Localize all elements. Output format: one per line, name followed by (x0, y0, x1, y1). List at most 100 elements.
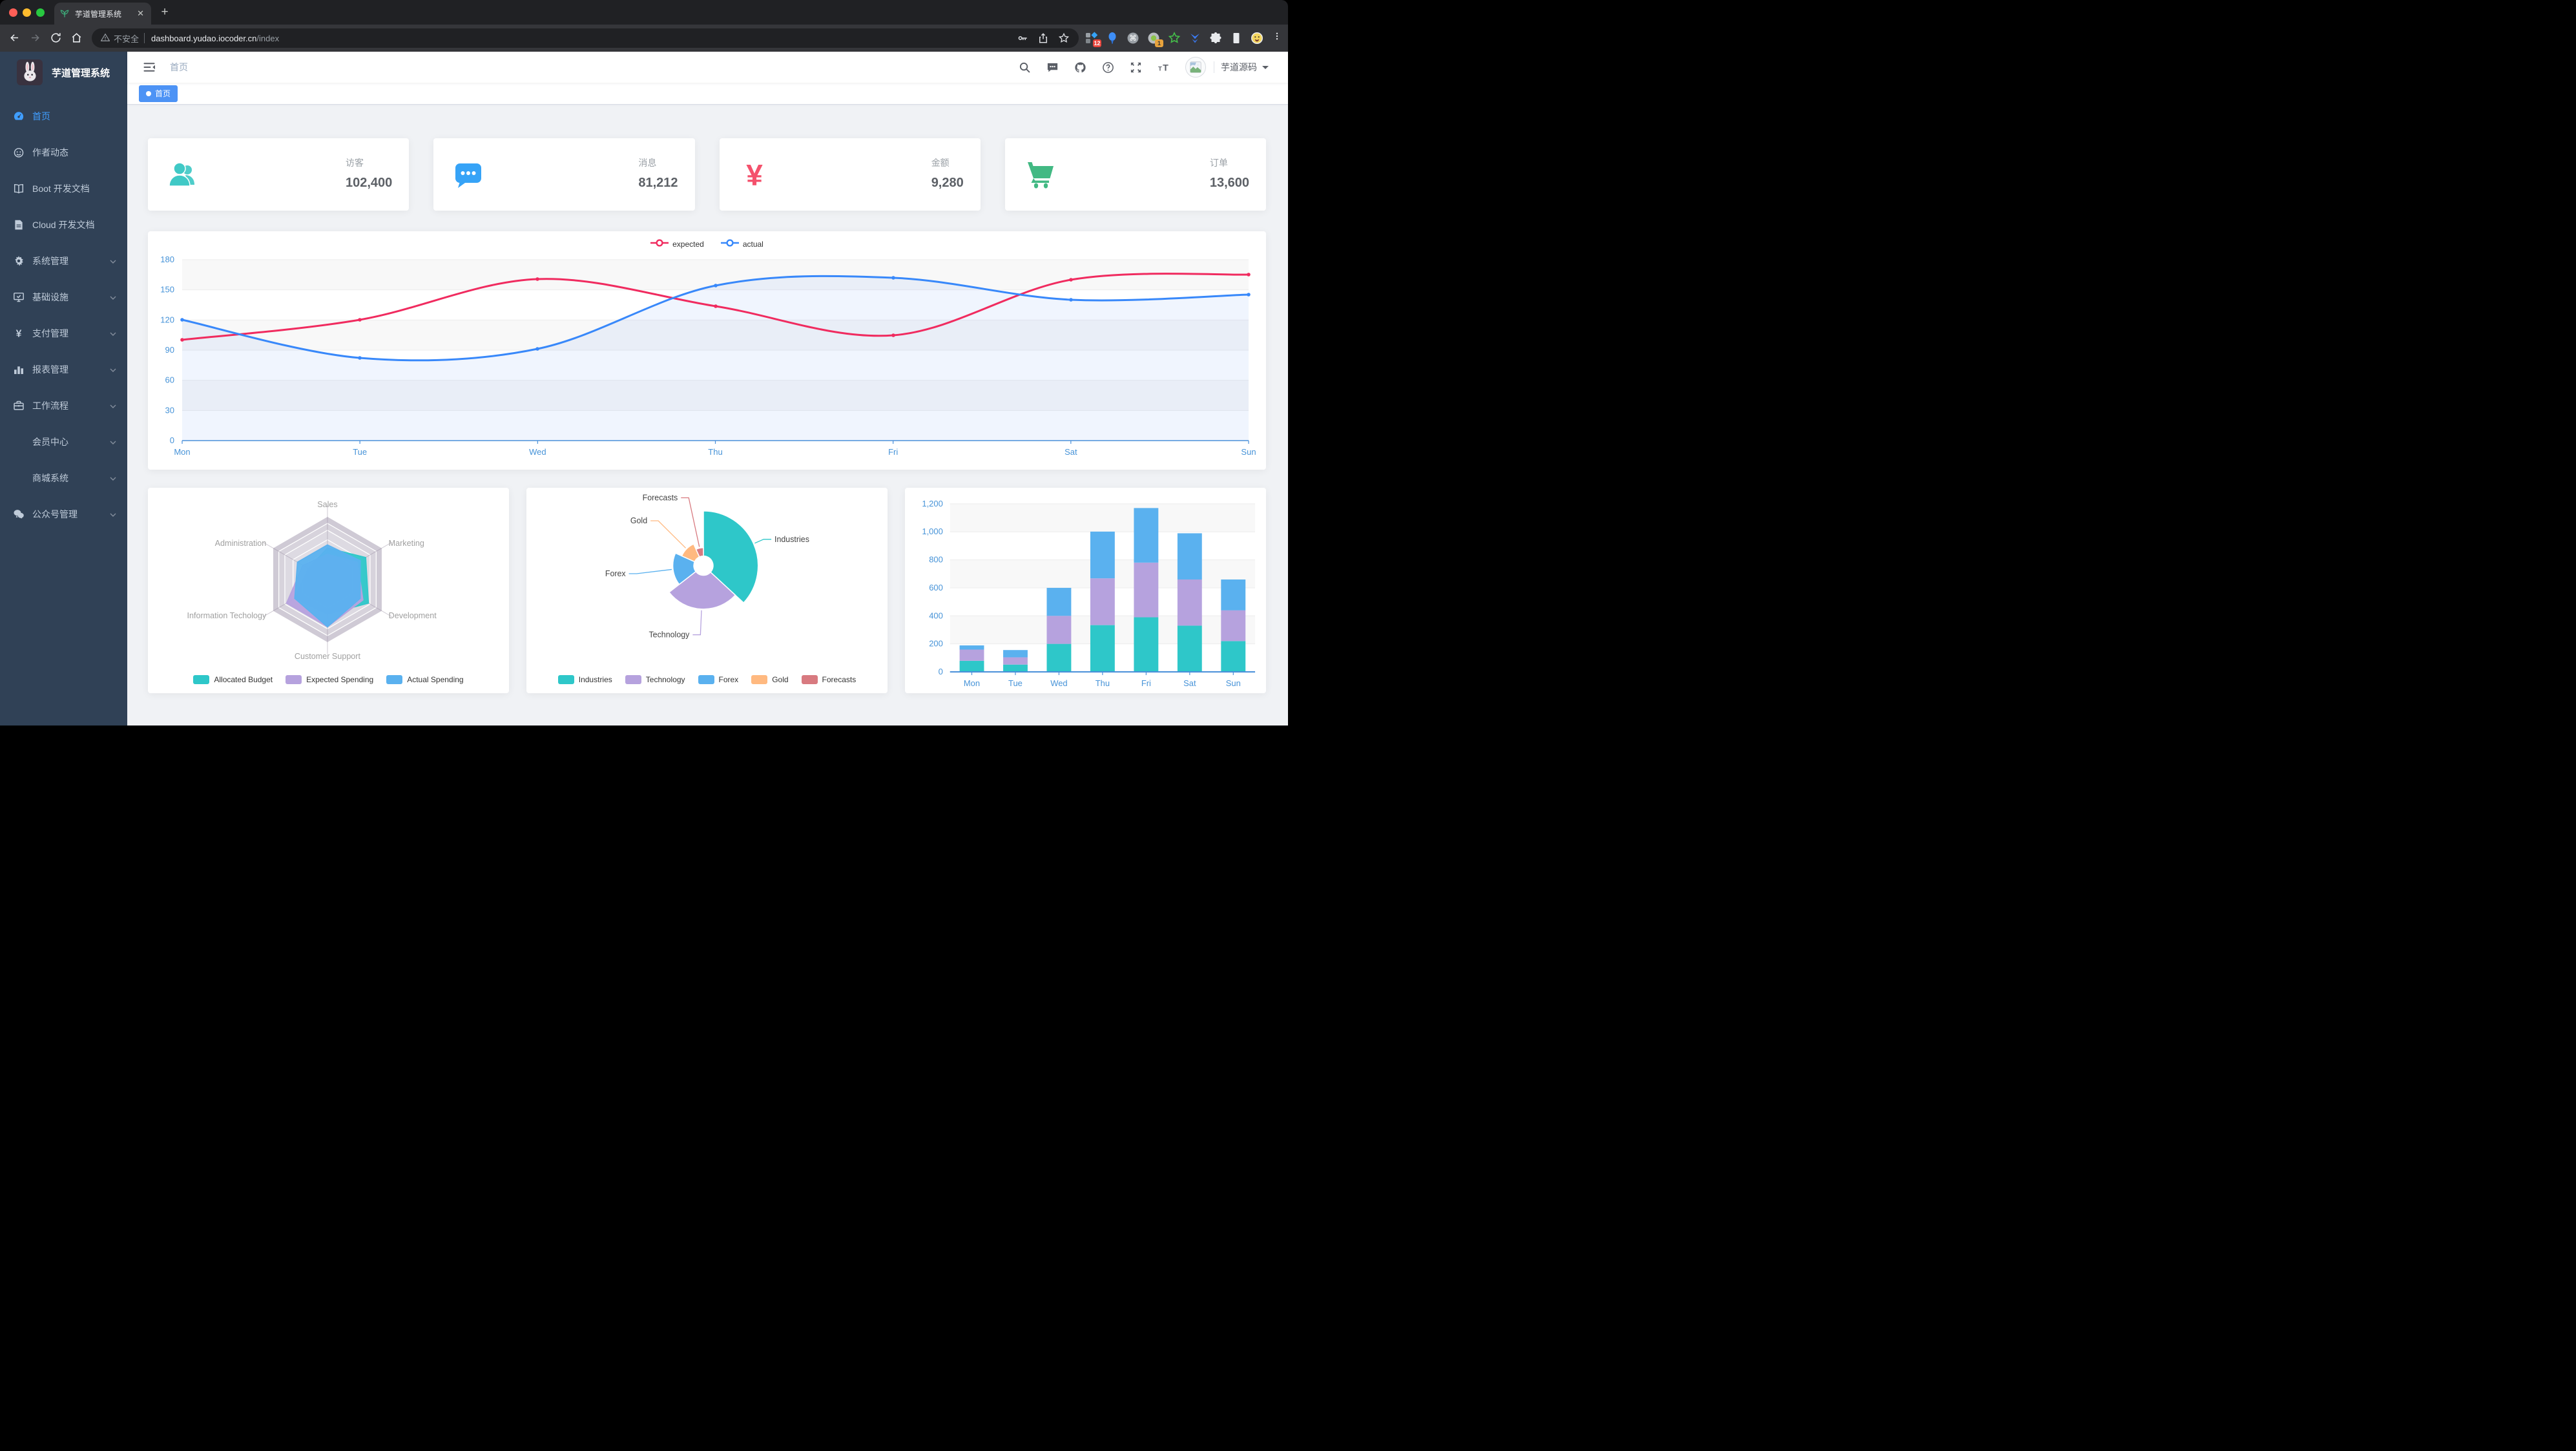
url-path[interactable]: /index (256, 33, 280, 43)
extensions-row: 12 ⌘ 1 (1085, 32, 1282, 47)
sidebar-item-3[interactable]: Boot 开发文档 (0, 171, 127, 207)
browser-profile-avatar[interactable] (1251, 32, 1263, 45)
none-icon (13, 436, 25, 448)
sidebar-item-8[interactable]: 报表管理 (0, 351, 127, 388)
document-icon (13, 219, 25, 231)
tab-title: 芋道管理系统 (75, 9, 122, 19)
chevron-down-icon (109, 329, 117, 337)
legend-item-Gold[interactable]: Gold (751, 675, 789, 684)
svg-text:Wed: Wed (529, 447, 546, 457)
sidebar-item-1[interactable]: 首页 (0, 98, 127, 134)
sidebar-item-11[interactable]: 商城系统 (0, 460, 127, 496)
svg-text:1,000: 1,000 (922, 527, 942, 536)
svg-text:¥: ¥ (16, 329, 22, 339)
extension-balloon-icon[interactable] (1106, 32, 1119, 45)
radar-chart-legend: Allocated Budget Expected Spending Actual … (148, 675, 509, 684)
search-icon[interactable] (1019, 61, 1031, 74)
not-secure-warning-icon[interactable] (100, 33, 110, 44)
breadcrumb[interactable]: 首页 (170, 62, 188, 72)
legend-item-Forex[interactable]: Forex (698, 675, 738, 684)
legend-label: actual (742, 239, 763, 249)
browser-menu-icon[interactable] (1272, 32, 1282, 45)
line-chart: 0 30 60 90 120 150 180 Mon Tue Wed Thu Fri Sat Sun (160, 255, 1256, 457)
chevron-down-icon (109, 257, 117, 265)
sidebar-item-10[interactable]: 会员中心 (0, 424, 127, 460)
github-icon[interactable] (1074, 61, 1086, 74)
stat-value: 81,212 (638, 176, 678, 190)
tag-首页[interactable]: 首页 (139, 85, 178, 102)
svg-text:Information Techology: Information Techology (187, 611, 267, 620)
extension-badge: 12 (1093, 39, 1101, 47)
reload-icon[interactable] (48, 30, 65, 47)
legend-item-Technology[interactable]: Technology (625, 675, 685, 684)
sidebar-logo[interactable]: 芋道管理系统 (0, 52, 127, 93)
sidebar-item-5[interactable]: 系统管理 (0, 243, 127, 279)
legend-item-expected[interactable]: expected (650, 239, 704, 249)
fullscreen-icon[interactable] (1130, 61, 1142, 74)
help-icon[interactable] (1102, 61, 1114, 74)
legend-item-Expected Spending[interactable]: Expected Spending (286, 675, 373, 684)
cart-icon (1024, 159, 1055, 190)
macos-zoom-button[interactable] (36, 8, 45, 17)
message-icon[interactable] (1046, 61, 1059, 74)
macos-minimize-button[interactable] (23, 8, 31, 17)
stat-card-消息[interactable]: 消息 81,212 (433, 138, 695, 211)
line-chart-card: expected actual 0 30 60 90 120 150 180 Mon Tue Wed… (148, 231, 1266, 470)
extensions-puzzle-icon[interactable] (1209, 32, 1222, 45)
new-tab-button[interactable]: + (161, 5, 169, 19)
legend-item-Actual Spending[interactable]: Actual Spending (386, 675, 464, 684)
legend-label: Industries (578, 675, 612, 684)
legend-item-actual[interactable]: actual (720, 239, 763, 249)
sidebar-item-9[interactable]: 工作流程 (0, 388, 127, 424)
macos-close-button[interactable] (9, 8, 17, 17)
tab-close-icon[interactable]: ✕ (137, 8, 144, 18)
bookmark-star-icon[interactable] (1058, 32, 1070, 44)
password-key-icon[interactable] (1017, 32, 1028, 44)
sidebar-item-label: 公众号管理 (32, 509, 78, 519)
sidebar-menu: 首页 作者动态 Boot 开发文档 Cloud 开发文档 系统管理 基础设施 ¥ 支付管理 报表… (0, 93, 127, 532)
sidebar-item-6[interactable]: 基础设施 (0, 279, 127, 315)
sidebar-item-12[interactable]: 公众号管理 (0, 496, 127, 532)
svg-text:Fri: Fri (1141, 678, 1151, 688)
username[interactable]: 芋道源码 (1221, 62, 1257, 72)
url-host[interactable]: dashboard.yudao.iocoder.cn (151, 33, 257, 43)
address-bar[interactable]: 不安全 dashboard.yudao.iocoder.cn /index (92, 28, 1079, 48)
extension-panel-icon[interactable] (1230, 32, 1243, 45)
svg-text:Forecasts: Forecasts (643, 493, 678, 502)
forward-icon[interactable] (27, 30, 44, 47)
extension-tampermonkey-icon[interactable]: 12 (1085, 32, 1101, 47)
user-avatar[interactable] (1185, 57, 1206, 78)
back-icon[interactable] (6, 30, 23, 47)
svg-text:400: 400 (929, 611, 943, 620)
sidebar-item-2[interactable]: 作者动态 (0, 134, 127, 171)
svg-text:600: 600 (929, 583, 943, 592)
svg-text:Mon: Mon (174, 447, 190, 457)
browser-tab[interactable]: 芋道管理系统 ✕ (54, 3, 151, 25)
security-label[interactable]: 不安全 (114, 34, 140, 44)
sidebar-item-7[interactable]: ¥ 支付管理 (0, 315, 127, 351)
svg-text:Sat: Sat (1065, 447, 1077, 457)
svg-text:¥: ¥ (746, 159, 763, 190)
chevron-down-icon[interactable] (1262, 66, 1269, 72)
legend-item-Forecasts[interactable]: Forecasts (801, 675, 856, 684)
stat-card-金额[interactable]: ¥ 金额 9,280 (719, 138, 981, 211)
face-icon (13, 147, 25, 158)
stat-card-订单[interactable]: 订单 13,600 (1004, 138, 1266, 211)
extension-command-icon[interactable]: ⌘ (1127, 32, 1139, 45)
legend-item-Allocated Budget[interactable]: Allocated Budget (193, 675, 273, 684)
extension-green-star-icon[interactable] (1168, 32, 1181, 45)
extension-recorder-icon[interactable]: 1 (1147, 32, 1163, 47)
legend-marker (720, 239, 739, 249)
stat-value: 102,400 (345, 176, 393, 190)
pie-chart-legend: Industries Technology Forex Gold Forecasts (526, 675, 888, 684)
share-icon[interactable] (1037, 32, 1049, 44)
sidebar-toggle-icon[interactable] (143, 61, 156, 74)
svg-text:Wed: Wed (1050, 678, 1067, 688)
stat-card-访客[interactable]: 访客 102,400 (148, 138, 410, 211)
home-icon[interactable] (68, 30, 85, 47)
line-chart-legend: expected actual (148, 239, 1266, 249)
sidebar-item-4[interactable]: Cloud 开发文档 (0, 207, 127, 243)
legend-item-Industries[interactable]: Industries (557, 675, 612, 684)
extension-vue-devtools-icon[interactable] (1189, 32, 1201, 45)
